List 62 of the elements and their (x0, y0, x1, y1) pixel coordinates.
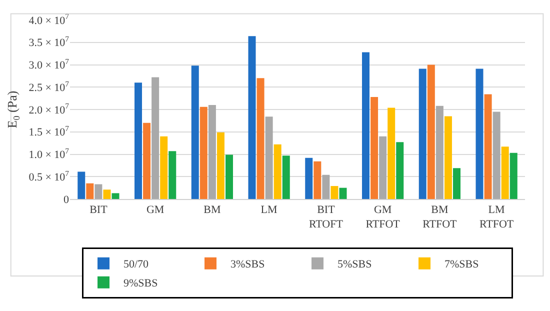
bar (282, 156, 290, 199)
legend-label: 3%SBS (230, 258, 265, 271)
y-tick-label: 2.5 × 10$^{7}$ (28, 79, 70, 94)
x-tick-label: GM (146, 204, 164, 216)
y-tick-label: 0.5 × 10$^{7}$ (28, 168, 70, 184)
bar (216, 132, 224, 199)
bar (78, 172, 86, 199)
bar (436, 106, 444, 199)
bar (314, 161, 322, 199)
x-tick-label: BM (204, 204, 221, 216)
x-tick-label: LM RTFOT (479, 204, 514, 230)
bar (370, 96, 378, 199)
legend-label: 9%SBS (124, 278, 158, 290)
bar (134, 82, 142, 199)
bar (444, 116, 452, 199)
bar (226, 154, 233, 199)
bar (330, 186, 338, 199)
bar (379, 136, 387, 199)
bar (168, 151, 176, 199)
bar (248, 36, 256, 199)
bar (418, 68, 426, 199)
bar (265, 116, 273, 199)
bar (501, 146, 509, 199)
bar (152, 77, 160, 199)
x-tick-label: LM (260, 204, 278, 216)
bar (86, 183, 94, 199)
y-tick-label: 4.0 × 10$^{7}$ (28, 12, 70, 27)
y-tick-label: 3.5 × 10$^{7}$ (28, 34, 70, 50)
x-tick-label: BIT RTOFT (308, 204, 344, 230)
bar (112, 193, 120, 199)
bar (200, 106, 208, 199)
bar (388, 108, 396, 199)
bar (103, 190, 111, 199)
bar (160, 136, 168, 199)
bar (274, 144, 282, 199)
x-tick-label: GM RTFOT (366, 204, 400, 230)
legend-label: 50/70 (124, 258, 150, 271)
bar (427, 64, 435, 199)
y-tick-label: 0 (64, 194, 70, 206)
bar (476, 68, 484, 199)
bar (322, 174, 330, 199)
bar (208, 105, 216, 199)
y-tick-label: 1.0 × 10$^{7}$ (28, 146, 70, 162)
bar (143, 122, 151, 199)
bar (339, 188, 347, 199)
bar (510, 152, 518, 199)
bar (191, 66, 199, 199)
bar (362, 52, 370, 199)
legend-label: 7%SBS (444, 258, 479, 271)
x-tick-label: BIT (90, 204, 108, 216)
bar (492, 112, 500, 199)
bar (484, 94, 492, 199)
bar (256, 78, 264, 199)
bar (453, 168, 460, 199)
bar (305, 158, 313, 199)
bar (396, 142, 404, 199)
y-tick-label: 1.5 × 10$^{7}$ (28, 124, 70, 139)
y-tick-label: 3.0 × 10$^{7}$ (28, 56, 70, 72)
bar (94, 184, 102, 199)
legend-label: 5%SBS (338, 258, 372, 271)
x-tick-label: BM RTFOT (422, 204, 458, 230)
y-tick-label: 2.0 × 10$^{7}$ (28, 102, 70, 116)
